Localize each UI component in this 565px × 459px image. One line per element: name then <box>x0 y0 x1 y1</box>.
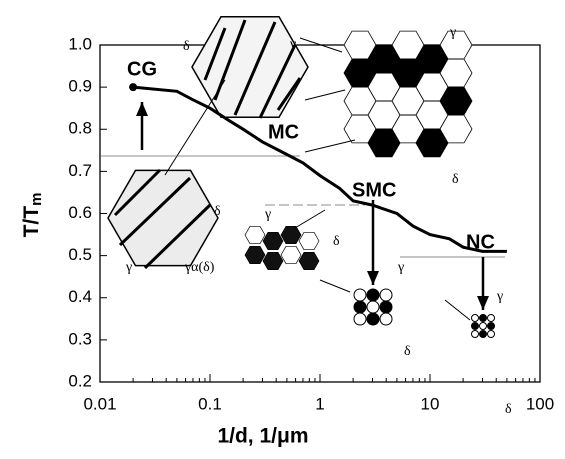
grain <box>479 330 487 338</box>
connector <box>299 37 343 53</box>
x-tick-label: 0.01 <box>83 394 116 413</box>
phase-label: δ <box>404 344 411 359</box>
phase-label: δ <box>452 172 459 187</box>
grain <box>379 300 393 314</box>
grain <box>471 330 479 338</box>
regime-label: MC <box>268 121 299 143</box>
twin <box>213 19 247 101</box>
grain <box>479 314 487 322</box>
y-tick-label: 0.5 <box>68 245 92 264</box>
curve <box>132 85 507 253</box>
phase-label: γ <box>125 260 132 275</box>
grain <box>487 330 495 338</box>
twin <box>233 21 277 116</box>
grain <box>280 245 302 265</box>
phase-label: γα(δ) <box>184 260 215 275</box>
twin <box>276 77 302 111</box>
grain <box>298 251 320 271</box>
grain <box>244 225 266 245</box>
grain <box>439 114 473 144</box>
connector <box>164 79 226 176</box>
regime-label: NC <box>466 231 495 253</box>
arrow-head <box>367 271 379 285</box>
arrow-head <box>136 102 148 116</box>
twin <box>118 176 192 247</box>
connector <box>304 89 346 101</box>
y-tick-label: 0.7 <box>68 161 92 180</box>
grain <box>366 312 380 326</box>
grain <box>262 231 284 251</box>
phase-label: γ <box>397 260 404 275</box>
twin <box>143 203 212 270</box>
grain <box>379 288 393 302</box>
y-axis-label-sub: m <box>28 193 45 206</box>
twin <box>113 168 162 217</box>
y-tick-label: 0.2 <box>68 371 92 390</box>
phase-label: γ <box>264 207 271 222</box>
phase-label: γ <box>289 37 296 52</box>
phase-label: γ <box>449 25 456 40</box>
grain <box>353 288 367 302</box>
regime-label: CG <box>127 58 157 80</box>
grain <box>471 314 479 322</box>
phase-label: γ <box>496 289 503 304</box>
grain <box>280 225 302 245</box>
grain <box>298 231 320 251</box>
connector <box>319 279 351 293</box>
y-tick-label: 0.3 <box>68 329 92 348</box>
connector <box>304 139 356 153</box>
phase-label: δ <box>214 204 221 219</box>
grain <box>471 322 479 330</box>
y-tick-label: 1.0 <box>68 34 92 53</box>
x-tick-label: 100 <box>526 394 554 413</box>
grain <box>379 312 393 326</box>
phase-label: δ <box>505 402 512 417</box>
x-axis-label: 1/d, 1/μm <box>217 425 308 448</box>
grain <box>244 245 266 265</box>
microstructure-sketches <box>107 16 495 338</box>
grain <box>479 322 487 330</box>
phase-label: δ <box>333 234 340 249</box>
connector <box>444 299 471 321</box>
connector <box>294 209 326 229</box>
twin <box>203 27 227 81</box>
y-axis-label: T/Tm <box>20 193 45 238</box>
grain <box>366 288 380 302</box>
grain <box>487 314 495 322</box>
regime-label: SMC <box>352 179 396 201</box>
grain <box>353 300 367 314</box>
twin <box>258 44 297 119</box>
point <box>129 83 138 92</box>
arrow-head <box>477 296 489 310</box>
x-tick-label: 0.1 <box>198 394 222 413</box>
y-tick-label: 0.8 <box>68 119 92 138</box>
phase-label: δ <box>183 39 190 54</box>
grain <box>366 300 380 314</box>
y-tick-label: 0.6 <box>68 203 92 222</box>
x-tick-label: 10 <box>421 394 440 413</box>
y-tick-label: 0.9 <box>68 77 92 96</box>
grain <box>262 251 284 271</box>
y-tick-label: 0.4 <box>68 287 92 306</box>
x-tick-label: 1 <box>315 394 324 413</box>
y-axis-label-main: T/T <box>20 206 43 238</box>
grain <box>487 322 495 330</box>
grain <box>353 312 367 326</box>
